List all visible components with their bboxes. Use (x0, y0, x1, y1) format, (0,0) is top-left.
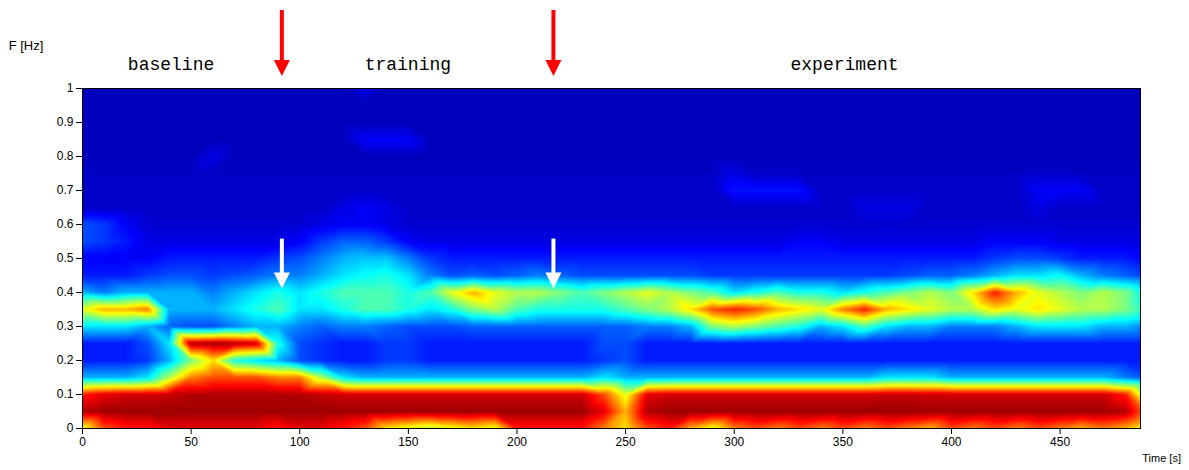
svg-text:0.6: 0.6 (57, 217, 74, 231)
svg-text:50: 50 (184, 435, 198, 449)
svg-text:0: 0 (79, 435, 86, 449)
svg-text:baseline: baseline (128, 55, 214, 75)
svg-text:Time [s]: Time [s] (1142, 452, 1181, 464)
svg-text:150: 150 (398, 435, 418, 449)
svg-text:0: 0 (67, 421, 74, 435)
svg-text:F [Hz]: F [Hz] (9, 38, 44, 53)
svg-text:250: 250 (616, 435, 636, 449)
svg-text:0.3: 0.3 (57, 319, 74, 333)
svg-text:450: 450 (1050, 435, 1070, 449)
svg-text:0.4: 0.4 (57, 285, 74, 299)
svg-text:400: 400 (941, 435, 961, 449)
svg-text:0.7: 0.7 (57, 183, 74, 197)
svg-text:0.5: 0.5 (57, 251, 74, 265)
svg-text:100: 100 (290, 435, 310, 449)
svg-text:350: 350 (833, 435, 853, 449)
svg-text:0.8: 0.8 (57, 149, 74, 163)
svg-text:0.2: 0.2 (57, 353, 74, 367)
svg-text:experiment: experiment (791, 55, 899, 75)
svg-text:training: training (365, 55, 451, 75)
svg-text:0.1: 0.1 (57, 387, 74, 401)
svg-text:1: 1 (67, 81, 74, 95)
svg-text:0.9: 0.9 (57, 115, 74, 129)
svg-text:200: 200 (507, 435, 527, 449)
svg-text:300: 300 (724, 435, 744, 449)
